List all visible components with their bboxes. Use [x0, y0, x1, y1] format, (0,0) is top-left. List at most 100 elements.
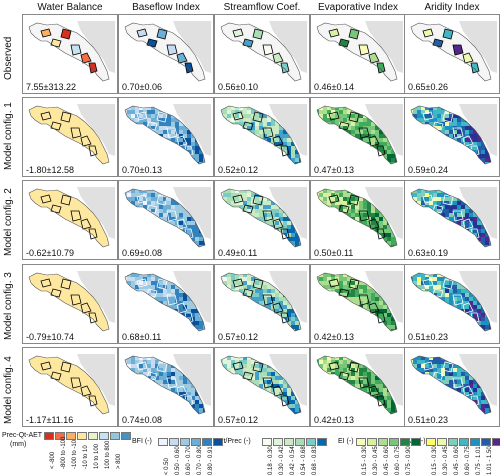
legend-swatch-wb: [66, 432, 76, 440]
legend-swatch-bfi: [202, 438, 212, 446]
panel-stat: 0.42±0.13: [314, 332, 354, 342]
legend-tick-bfi: 0.80 - 0.91: [208, 446, 214, 475]
legend-tick-bfi: 0.60 - 0.70: [186, 446, 192, 475]
basin-polygon: [253, 29, 263, 39]
legend-swatch-wb: [110, 432, 120, 440]
map-panel-aridity-index-row-2: 0.59±0.24: [404, 97, 500, 177]
legend-swatch-wb: [99, 432, 109, 440]
legend-swatch-ei: [411, 438, 421, 446]
legend-title-bfi: BFI (-): [132, 438, 152, 445]
legend-tick-ai: 0.60 - 0.75: [465, 446, 471, 475]
legend-tick-bfi: 0.70 - 0.80: [197, 446, 203, 475]
legend-swatch-ai: [470, 438, 480, 446]
map-panel-evaporative-index-row-2: 0.47±0.13: [310, 97, 406, 177]
map-panel-water-balance-row-1: 7.55±313.22: [22, 14, 118, 94]
basin-polygon: [167, 45, 177, 55]
legend-swatch-wb: [121, 432, 131, 440]
map-panel-evaporative-index-row-4: 0.42±0.13: [310, 264, 406, 344]
legend-swatch-ei: [389, 438, 399, 446]
map-panel-streamflow-coef-row-1: 0.56±0.10: [214, 14, 310, 94]
panel-stat: 0.42±0.13: [314, 415, 354, 425]
row-label-model-4: Model config. 4: [3, 356, 14, 424]
legend-swatch-ai: [481, 438, 491, 446]
map-panel-baseflow-index-row-1: 0.70±0.06: [118, 14, 214, 94]
row-label-model-1: Model config. 1: [3, 102, 14, 170]
legend-tick-ei: 0.30 - 0.45: [373, 446, 379, 475]
panel-stat: 0.70±0.06: [122, 82, 162, 92]
panel-stat: 0.68±0.11: [122, 332, 161, 342]
map-panel-baseflow-index-row-2: 0.70±0.13: [118, 97, 214, 177]
col-title-streamflow-coef: Streamflow Coef.: [214, 2, 310, 13]
panel-stat: 0.57±0.12: [218, 332, 258, 342]
map-panel-baseflow-index-row-4: 0.68±0.11: [118, 264, 214, 344]
panel-stat: 0.52±0.12: [218, 165, 258, 175]
legend-swatch-sc: [306, 438, 316, 446]
legend-swatch-bfi: [158, 438, 168, 446]
legend-swatch-bfi: [169, 438, 179, 446]
panel-stat: 0.51±0.23: [408, 415, 448, 425]
legend-swatch-sc: [295, 438, 305, 446]
legend-tick-ai: 0.15 - 0.30: [432, 446, 438, 475]
panel-stat: 0.47±0.13: [314, 165, 354, 175]
basin-polygon: [71, 45, 81, 55]
legend-swatch-ai: [459, 438, 469, 446]
legend-tick-wb: < -800: [50, 452, 56, 469]
col-title-aridity-index: Aridity Index: [404, 2, 500, 13]
legend-title-water-balance: Prec-Qt-AET: [2, 432, 42, 439]
panel-stat: 0.46±0.14: [314, 82, 354, 92]
panel-stat: -0.62±10.79: [26, 248, 74, 258]
legend-tick-ai: 0.30 - 0.45: [443, 446, 449, 475]
legend-tick-sc: 0.54 - 0.68: [301, 446, 307, 475]
legend-tick-sc: 0.42 - 0.54: [290, 446, 296, 475]
panel-stat: 0.74±0.08: [122, 415, 162, 425]
col-title-water-balance: Water Balance: [22, 2, 118, 13]
legend-tick-bfi: < 0.50: [164, 458, 170, 475]
legend-tick-wb: -800 to -100: [61, 437, 67, 469]
basin-polygon: [349, 29, 359, 39]
legend-swatch-ei: [356, 438, 366, 446]
legend-swatch-wb: [77, 432, 87, 440]
map-panel-aridity-index-row-3: 0.63±0.19: [404, 180, 500, 260]
legend-swatch-ei: [400, 438, 410, 446]
legend-swatch-sc: [284, 438, 294, 446]
panel-stat: -0.79±10.74: [26, 332, 74, 342]
legend-tick-ei: 0.60 - 0.75: [395, 446, 401, 475]
basin-polygon: [453, 45, 463, 55]
col-title-evaporative-index: Evaporative Index: [310, 2, 406, 13]
map-panel-baseflow-index-row-5: 0.74±0.08: [118, 347, 214, 427]
map-panel-water-balance-row-2: -1.80±12.58: [22, 97, 118, 177]
map-panel-aridity-index-row-1: 0.65±0.26: [404, 14, 500, 94]
map-panel-evaporative-index-row-3: 0.50±0.11: [310, 180, 406, 260]
legend-swatch-sc: [273, 438, 283, 446]
legend-tick-wb: 100 to 800: [105, 441, 111, 469]
col-title-baseflow-index: Baseflow Index: [118, 2, 214, 13]
legend-tick-sc: 0.68 - 0.83: [312, 446, 318, 475]
legend-swatch-bfi: [191, 438, 201, 446]
panel-stat: 0.65±0.26: [408, 82, 448, 92]
basin-polygon: [263, 45, 273, 55]
legend-swatch-ei: [378, 438, 388, 446]
map-panel-evaporative-index-row-1: 0.46±0.14: [310, 14, 406, 94]
panel-stat: 0.56±0.10: [218, 82, 258, 92]
legend-swatch-ai: [437, 438, 447, 446]
legend-tick-ai: 1.01 - 1.50: [487, 446, 493, 475]
legend-swatch-ai: [448, 438, 458, 446]
legend-tick-ei: 0.15 - 0.30: [362, 446, 368, 475]
row-label-model-3: Model config. 3: [3, 272, 14, 340]
basin-polygon: [359, 45, 369, 55]
panel-stat: 0.57±0.12: [218, 415, 258, 425]
legend-tick-wb: -100 to -10: [72, 440, 78, 469]
basin-polygon: [61, 29, 71, 39]
panel-stat: 0.49±0.11: [218, 248, 257, 258]
panel-stat: 0.50±0.11: [314, 248, 353, 258]
legend-swatch-bfi: [213, 438, 223, 446]
map-panel-aridity-index-row-5: 0.51±0.23: [404, 347, 500, 427]
legend-tick-sc: 0.30 - 0.42: [279, 446, 285, 475]
legend-swatch-sc: [262, 438, 272, 446]
legend-tick-ei: 0.45 - 0.60: [384, 446, 390, 475]
map-panel-evaporative-index-row-5: 0.42±0.13: [310, 347, 406, 427]
row-label-model-2: Model config. 2: [3, 188, 14, 256]
map-panel-aridity-index-row-4: 0.51±0.23: [404, 264, 500, 344]
legend-swatch-wb: [88, 432, 98, 440]
panel-stat: 7.55±313.22: [26, 82, 76, 92]
